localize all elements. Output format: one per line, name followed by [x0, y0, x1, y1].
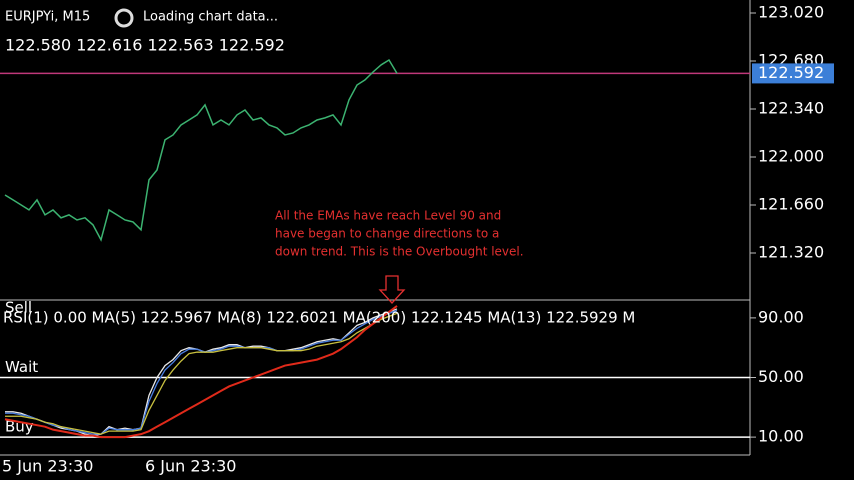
- y-tick-label: 90.00: [758, 307, 804, 326]
- series-line: [5, 312, 398, 435]
- y-tick-label: 122.340: [758, 98, 824, 117]
- series-line: [4, 58, 398, 242]
- indicator-header: RSI(1) 0.00 MA(5) 122.5967 MA(8) 122.602…: [3, 309, 635, 327]
- chart-layer: 123.020122.680122.340122.000121.660121.3…: [0, 2, 834, 476]
- annotation-line: All the EMAs have reach Level 90 and: [275, 209, 501, 223]
- level-label: Wait: [5, 358, 38, 376]
- annotation-line: have began to change directions to a: [275, 227, 499, 241]
- y-tick-label: 121.320: [758, 242, 824, 261]
- price-label-box: [752, 63, 834, 84]
- level-label: Buy: [5, 418, 34, 436]
- symbol-title: EURJPYi, M15: [5, 10, 90, 25]
- loading-status: Loading chart data...: [143, 10, 278, 25]
- y-tick-label: 123.020: [758, 2, 824, 21]
- price-label: 122.592: [758, 63, 824, 82]
- ohlc: 122.580 122.616 122.563 122.592: [5, 36, 285, 55]
- loading-spinner: [114, 8, 134, 28]
- annotation-line: down trend. This is the Overbought level…: [275, 245, 524, 259]
- y-tick-label: 122.000: [758, 146, 824, 165]
- annotation-arrow: [378, 275, 406, 304]
- y-tick-label: 121.660: [758, 194, 824, 213]
- x-tick-label: 5 Jun 23:30: [2, 457, 93, 476]
- level-label: Sell: [5, 298, 32, 316]
- series-line: [4, 305, 398, 439]
- y-tick-label: 50.00: [758, 367, 804, 386]
- x-tick-label: 6 Jun 23:30: [145, 457, 236, 476]
- y-tick-label: 10.00: [758, 427, 804, 446]
- series-line: [5, 309, 398, 435]
